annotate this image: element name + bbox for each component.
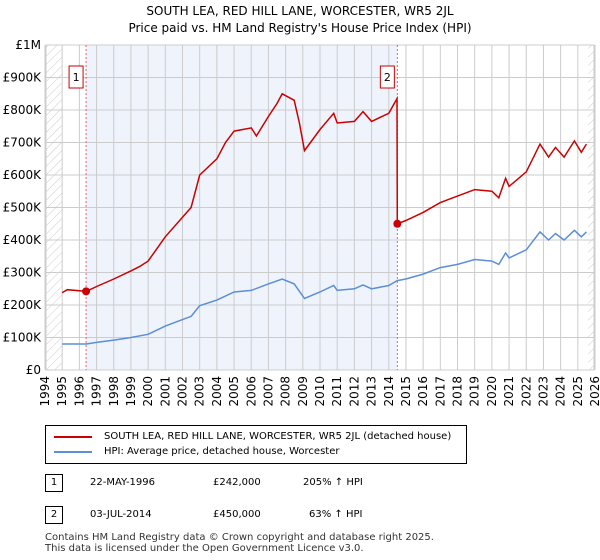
x-tick-label: 1994	[38, 376, 52, 407]
x-tick-label: 2023	[536, 376, 550, 407]
annotation-box-2	[379, 65, 395, 89]
x-tick-label: 2010	[313, 376, 327, 407]
y-tick-label: £200K	[3, 298, 43, 312]
x-tick-label: 2026	[588, 376, 600, 407]
x-tick-label: 1996	[72, 376, 86, 407]
hpi-change: 63% ↑ HPI	[309, 509, 363, 520]
x-tick-label: 2015	[399, 376, 413, 407]
x-tick-label: 2012	[347, 376, 361, 407]
x-tick-label: 2019	[468, 376, 482, 407]
x-tick-label: 2025	[571, 376, 585, 407]
sale-price: £450,000	[213, 509, 261, 520]
legend-swatch-blue	[54, 450, 92, 453]
x-tick-label: 2016	[416, 376, 430, 407]
x-tick-label: 2003	[193, 376, 207, 407]
x-tick-label: 2018	[451, 376, 465, 407]
x-tick-label: 2004	[210, 376, 224, 407]
x-tick-label: 2013	[365, 376, 379, 407]
sale-point-1	[82, 287, 91, 296]
sale-date: 22-MAY-1996	[90, 477, 156, 488]
legend-item-property: SOUTH LEA, RED HILL LANE, WORCESTER, WR5…	[54, 431, 451, 442]
marker-number: 2	[45, 506, 63, 524]
x-tick-label: 2008	[279, 376, 293, 407]
table-row: 1 22-MAY-1996 £242,000 205% ↑ HPI	[45, 474, 565, 492]
plot-area: £0 £100K £200K £300K £400K £500K £600K £700K £80…	[3, 38, 600, 407]
plot-border	[45, 44, 595, 371]
legend: SOUTH LEA, RED HILL LANE, WORCESTER, WR5…	[45, 425, 467, 464]
sale-point-2	[393, 219, 402, 228]
y-tick-label: £900K	[3, 71, 43, 85]
x-tick-label: 2000	[141, 376, 155, 407]
y-tick-label: £600K	[3, 168, 43, 182]
x-tick-label: 2007	[261, 376, 275, 407]
x-tick-label: 2002	[176, 376, 190, 407]
x-tick-label: 2022	[519, 376, 533, 407]
y-tick-label: £800K	[3, 103, 43, 117]
x-tick-label: 1999	[124, 376, 138, 407]
y-tick-label: £700K	[3, 136, 43, 150]
footer-line: This data is licensed under the Open Gov…	[45, 543, 364, 554]
y-tick-label: £0	[26, 363, 41, 377]
chart-title: SOUTH LEA, RED HILL LANE, WORCESTER, WR5…	[146, 4, 454, 18]
annotation-label: 1	[73, 71, 80, 84]
annotation-box-1	[68, 65, 84, 89]
x-tick-label: 2021	[502, 376, 516, 407]
x-tick-label: 1998	[107, 376, 121, 407]
hpi-line	[62, 229, 587, 345]
x-tick-label: 2011	[330, 376, 344, 407]
x-tick-label: 1997	[90, 376, 104, 407]
legend-label: HPI: Average price, detached house, Worc…	[104, 446, 340, 457]
x-tick-label: 2014	[382, 376, 396, 407]
x-tick-label: 2001	[158, 376, 172, 407]
y-tick-label: £500K	[3, 201, 43, 215]
legend-label: SOUTH LEA, RED HILL LANE, WORCESTER, WR5…	[104, 431, 452, 442]
annotation-label: 2	[384, 71, 391, 84]
marker-number: 1	[45, 474, 63, 492]
x-tick-label: 2009	[296, 376, 310, 407]
x-tick-label: 1995	[55, 376, 69, 407]
legend-swatch-red	[54, 435, 92, 438]
sale-price: £242,000	[213, 477, 261, 488]
chart-subtitle: Price paid vs. HM Land Registry's House …	[128, 21, 472, 35]
y-tick-label: £400K	[3, 233, 43, 247]
footer-line: Contains HM Land Registry data © Crown c…	[45, 532, 434, 543]
footer: Contains HM Land Registry data © Crown c…	[45, 532, 434, 554]
table-row: 2 03-JUL-2014 £450,000 63% ↑ HPI	[45, 506, 565, 524]
y-tick-label: £1M	[15, 38, 41, 52]
y-tick-label: £100K	[3, 331, 43, 345]
x-tick-label: 2020	[485, 376, 499, 407]
legend-item-hpi: HPI: Average price, detached house, Worc…	[54, 446, 339, 457]
sale-date: 03-JUL-2014	[90, 509, 152, 520]
hpi-change: 205% ↑ HPI	[303, 477, 363, 488]
x-tick-label: 2006	[244, 376, 258, 407]
x-tick-label: 2005	[227, 376, 241, 407]
property-price-line	[61, 92, 588, 294]
x-tick-label: 2017	[433, 376, 447, 407]
y-tick-label: £300K	[3, 266, 43, 280]
x-tick-label: 2024	[554, 376, 568, 407]
